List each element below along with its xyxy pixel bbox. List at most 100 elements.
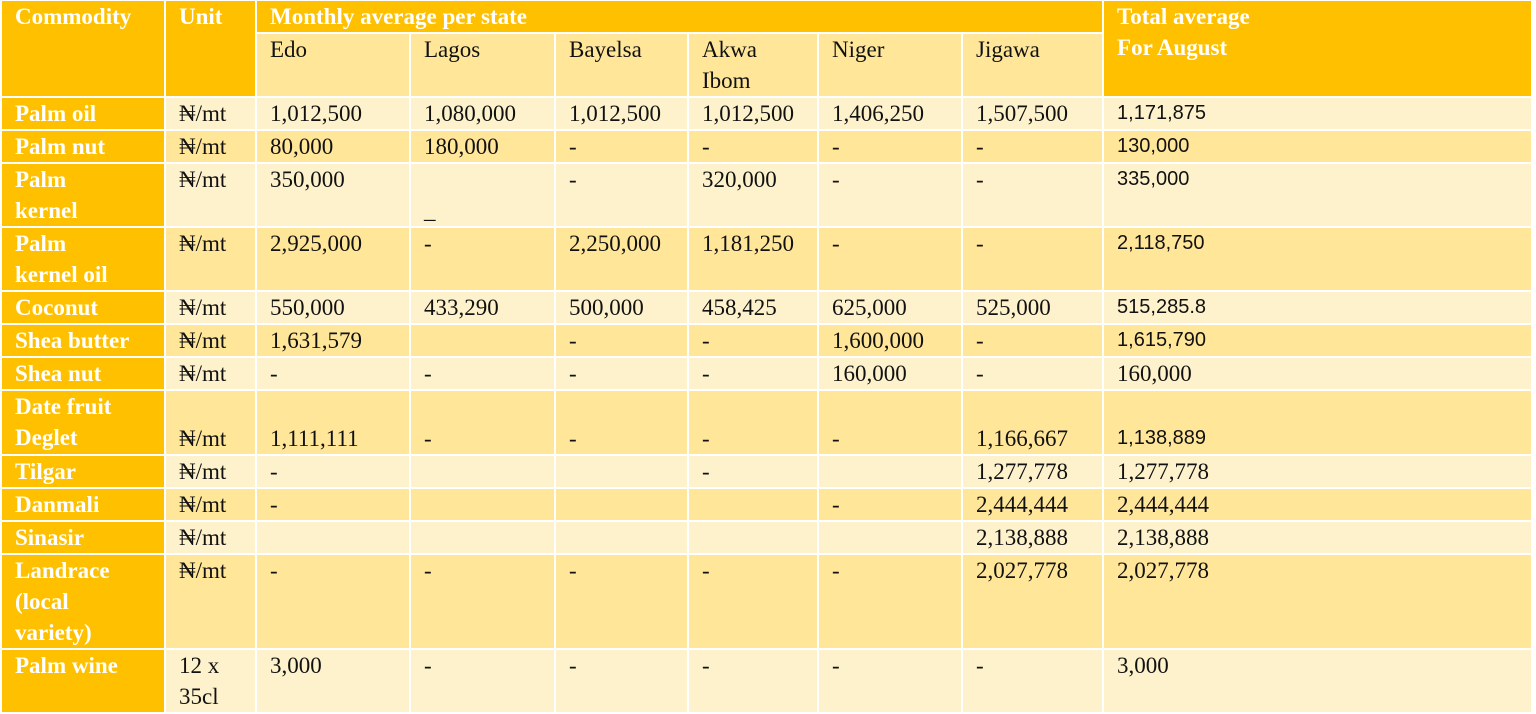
value-cell-akwa-ibom: - bbox=[688, 554, 819, 650]
value-cell-niger: - bbox=[818, 163, 963, 228]
unit-cell: ₦/mt bbox=[165, 521, 257, 555]
value-cell-edo: 1,631,579 bbox=[256, 324, 411, 358]
commodity-cell: Coconut bbox=[2, 291, 166, 325]
value-cell-akwa-ibom: 1,181,250 bbox=[688, 227, 819, 292]
value-cell-bayelsa: - bbox=[555, 390, 689, 456]
value-cell-edo: - bbox=[256, 488, 411, 522]
value-cell-akwa-ibom: 1,012,500 bbox=[688, 97, 819, 131]
unit-cell: ₦/mt bbox=[165, 291, 257, 325]
unit-cell: ₦/mt bbox=[165, 227, 257, 292]
total-cell: 1,138,889 bbox=[1103, 390, 1534, 456]
total-cell: 1,615,790 bbox=[1103, 324, 1534, 358]
total-cell: 1,171,875 bbox=[1103, 97, 1534, 131]
value-cell-bayelsa: 500,000 bbox=[555, 291, 689, 325]
unit-cell: ₦/mt bbox=[165, 488, 257, 522]
value-cell-akwa-ibom: 320,000 bbox=[688, 163, 819, 228]
value-cell-lagos: 433,290 bbox=[410, 291, 556, 325]
value-cell-bayelsa: - bbox=[555, 163, 689, 228]
header-commodity: Commodity bbox=[2, 1, 166, 98]
value-cell-niger: 1,406,250 bbox=[818, 97, 963, 131]
total-cell: 2,138,888 bbox=[1103, 521, 1534, 555]
value-cell-bayelsa bbox=[555, 488, 689, 522]
value-cell-niger bbox=[818, 455, 963, 489]
value-cell-edo: 550,000 bbox=[256, 291, 411, 325]
commodity-cell: Shea nut bbox=[2, 357, 166, 391]
total-cell: 1,277,778 bbox=[1103, 455, 1534, 489]
value-cell-akwa-ibom: - bbox=[688, 455, 819, 489]
unit-cell: ₦/mt bbox=[165, 455, 257, 489]
value-cell-jigawa: 1,166,667 bbox=[962, 390, 1105, 456]
table-row: Landrace (local variety) ₦/mt - - - - -2,027,7… bbox=[2, 554, 1534, 650]
value-cell-jigawa: - bbox=[962, 649, 1105, 714]
value-cell-akwa-ibom: 458,425 bbox=[688, 291, 819, 325]
value-cell-lagos: _ bbox=[410, 163, 556, 228]
total-cell: 335,000 bbox=[1103, 163, 1534, 228]
table-row: Shea nut ₦/mt - - - -160,000-160,000 bbox=[2, 357, 1534, 391]
value-cell-jigawa: 525,000 bbox=[962, 291, 1105, 325]
value-cell-jigawa: 2,138,888 bbox=[962, 521, 1105, 555]
value-cell-jigawa: - bbox=[962, 130, 1105, 164]
value-cell-niger bbox=[818, 521, 963, 555]
value-cell-jigawa: - bbox=[962, 357, 1105, 391]
unit-cell: ₦/mt bbox=[165, 130, 257, 164]
header-state-niger: Niger bbox=[818, 33, 963, 98]
commodity-cell: Tilgar bbox=[2, 455, 166, 489]
commodity-cell: Palm kernel bbox=[2, 163, 166, 228]
value-cell-jigawa: 1,507,500 bbox=[962, 97, 1105, 131]
commodity-cell: Landrace (local variety) bbox=[2, 554, 166, 650]
total-cell: 3,000 bbox=[1103, 649, 1534, 714]
commodity-cell: Palm wine bbox=[2, 649, 166, 714]
value-cell-edo: 1,012,500 bbox=[256, 97, 411, 131]
unit-cell: ₦/mt bbox=[165, 324, 257, 358]
value-cell-lagos bbox=[410, 521, 556, 555]
value-cell-lagos bbox=[410, 488, 556, 522]
value-cell-bayelsa: 2,250,000 bbox=[555, 227, 689, 292]
header-unit: Unit bbox=[165, 1, 257, 98]
value-cell-akwa-ibom: - bbox=[688, 324, 819, 358]
table-row: Date fruit Deglet ₦/mt 1,111,111- - - -1,166,… bbox=[2, 390, 1534, 456]
table-row: Palm kernel oil ₦/mt 2,925,000-2,250,000 1,… bbox=[2, 227, 1534, 292]
value-cell-bayelsa: - bbox=[555, 554, 689, 650]
value-cell-akwa-ibom: - bbox=[688, 130, 819, 164]
table-row: Sinasir ₦/mt 2,138,888 2,138,888 bbox=[2, 521, 1534, 555]
unit-cell: ₦/mt bbox=[165, 163, 257, 228]
value-cell-akwa-ibom: - bbox=[688, 357, 819, 391]
value-cell-edo: 2,925,000 bbox=[256, 227, 411, 292]
table-row: Danmali ₦/mt - -2,444,444 2,444,444 bbox=[2, 488, 1534, 522]
value-cell-bayelsa: - bbox=[555, 649, 689, 714]
value-cell-niger: 160,000 bbox=[818, 357, 963, 391]
value-cell-niger: - bbox=[818, 227, 963, 292]
value-cell-jigawa: - bbox=[962, 227, 1105, 292]
value-cell-edo: 350,000 bbox=[256, 163, 411, 228]
value-cell-edo bbox=[256, 521, 411, 555]
total-cell: 515,285.8 bbox=[1103, 291, 1534, 325]
value-cell-lagos bbox=[410, 455, 556, 489]
value-cell-akwa-ibom: - bbox=[688, 390, 819, 456]
table-row: Palm kernel ₦/mt 350,000 _ -320,000- -335,00… bbox=[2, 163, 1534, 228]
unit-cell: 12 x 35cl bbox=[165, 649, 257, 714]
value-cell-akwa-ibom bbox=[688, 488, 819, 522]
value-cell-niger: - bbox=[818, 554, 963, 650]
value-cell-edo: - bbox=[256, 554, 411, 650]
unit-cell: ₦/mt bbox=[165, 390, 257, 456]
table-row: Shea butter ₦/mt 1,631,579- -1,600,000-1,61… bbox=[2, 324, 1534, 358]
commodity-cell: Sinasir bbox=[2, 521, 166, 555]
value-cell-niger: 625,000 bbox=[818, 291, 963, 325]
total-cell: 2,118,750 bbox=[1103, 227, 1534, 292]
commodity-cell: Palm oil bbox=[2, 97, 166, 131]
value-cell-lagos: - bbox=[410, 649, 556, 714]
commodity-cell: Palm nut bbox=[2, 130, 166, 164]
header-state-lagos: Lagos bbox=[410, 33, 556, 98]
value-cell-bayelsa bbox=[555, 455, 689, 489]
value-cell-niger: - bbox=[818, 488, 963, 522]
value-cell-edo: 80,000 bbox=[256, 130, 411, 164]
total-cell: 2,444,444 bbox=[1103, 488, 1534, 522]
value-cell-niger: - bbox=[818, 390, 963, 456]
header-total-average: Total average For August bbox=[1103, 1, 1534, 98]
value-cell-bayelsa: - bbox=[555, 357, 689, 391]
value-cell-akwa-ibom bbox=[688, 521, 819, 555]
commodity-cell: Date fruit Deglet bbox=[2, 390, 166, 456]
value-cell-jigawa: 1,277,778 bbox=[962, 455, 1105, 489]
value-cell-bayelsa: 1,012,500 bbox=[555, 97, 689, 131]
